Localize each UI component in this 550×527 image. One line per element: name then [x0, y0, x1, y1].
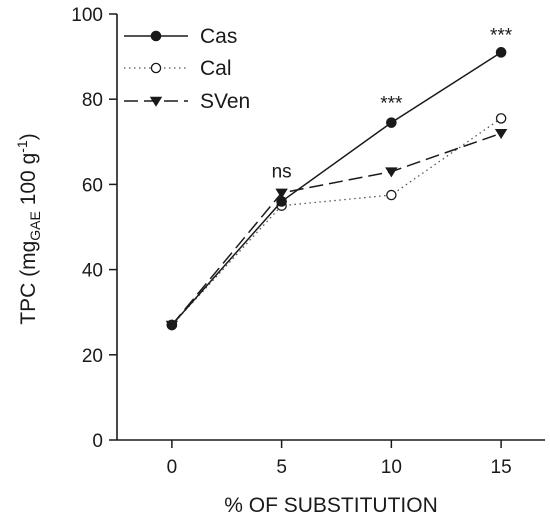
y-axis-title-superscript: -1 — [14, 140, 30, 153]
y-tick-label: 100 — [71, 5, 103, 26]
y-axis-title-prefix: TPC (mg — [17, 241, 40, 325]
legend-marker-cas — [150, 30, 162, 42]
y-axis-title-middle: 100 g — [17, 153, 40, 211]
series-cal — [166, 113, 507, 331]
x-tick-label: 5 — [276, 457, 287, 478]
data-point-cal — [386, 189, 397, 201]
y-tick-label: 0 — [92, 431, 103, 452]
legend-marker-sven — [149, 96, 163, 107]
y-axis-title-subscript: GAE — [27, 211, 43, 241]
legend-marker-cal — [150, 62, 162, 74]
data-point-sven — [385, 167, 398, 178]
data-point-sven — [275, 188, 288, 199]
y-axis-title-suffix: ) — [17, 133, 40, 140]
y-tick-label: 40 — [82, 261, 103, 282]
series-cas — [166, 47, 507, 331]
significance-annotation: *** — [490, 25, 513, 46]
series-layer — [165, 47, 508, 331]
y-tick-label: 60 — [82, 175, 103, 196]
y-tick-label: 80 — [82, 90, 103, 111]
axes: 0 20 40 60 80 100 0 5 10 15 — [71, 5, 545, 478]
annotations: ns *** *** — [272, 25, 513, 182]
data-point-cas — [166, 319, 178, 331]
series-line-sven — [171, 132, 502, 326]
data-point-cas — [495, 47, 507, 58]
legend: Cas Cal SVen — [124, 25, 250, 113]
x-tick-label: 15 — [491, 457, 512, 478]
legend-label-cal: Cal — [200, 57, 232, 80]
data-point-cas — [386, 117, 397, 128]
x-tick-label: 10 — [381, 457, 402, 478]
x-axis-title: % OF SUBSTITUTION — [224, 494, 438, 517]
series-sven — [165, 129, 508, 331]
data-point-cal — [495, 113, 507, 124]
significance-annotation: ns — [272, 162, 292, 183]
series-line-cas — [171, 51, 502, 326]
x-tick-label: 0 — [167, 457, 178, 478]
y-axis-title: TPC (mgGAE 100 g-1) — [14, 133, 43, 324]
legend-label-cas: Cas — [200, 25, 237, 48]
data-point-sven — [494, 129, 508, 139]
y-tick-label: 20 — [82, 346, 103, 367]
data-point-cas — [276, 196, 287, 207]
series-line-cal — [171, 117, 502, 326]
legend-label-sven: SVen — [200, 90, 250, 113]
significance-annotation: *** — [380, 93, 403, 114]
